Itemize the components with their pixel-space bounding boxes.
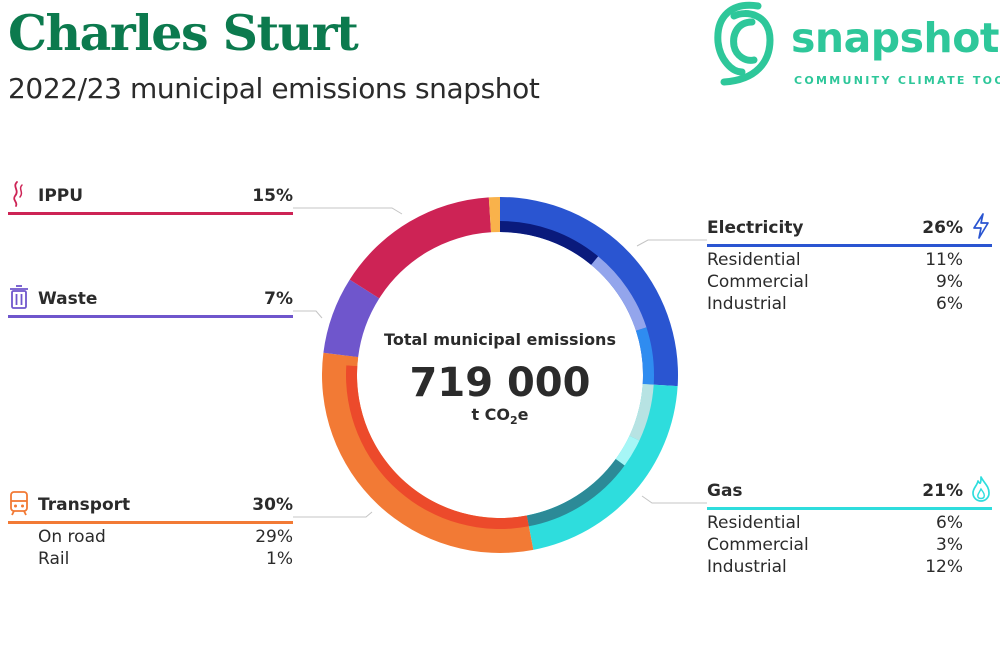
slice-other [488,197,500,233]
bin-icon [10,285,28,309]
sector-name: IPPU [38,186,84,206]
center-total-unit: t CO2e [471,405,528,427]
page-title: Charles Sturt [8,4,359,62]
center-title: Total municipal emissions [384,330,616,349]
unit-suffix: e [518,405,529,424]
sub-slice-gas-industrial [526,459,625,527]
sub-slice-gas-commercial [615,435,640,466]
gas-sub-row: Industrial 12% [707,554,992,577]
snapshot-logo-tagline: COMMUNITY CLIMATE TOOL [794,74,1000,87]
electricity-sub-row: Residential 11% [707,247,992,270]
sector-percent: 26% [922,218,963,238]
leader-line [293,511,373,518]
sector-underline [8,521,293,524]
sector-percent: 30% [252,495,293,515]
snapshot-logo[interactable]: snapshot COMMUNITY CLIMATE TOOL [712,0,1000,92]
sub-slice-electricity-industrial [636,327,654,385]
gas-sub-row: Commercial 3% [707,532,992,555]
transport-sub-row: Rail 1% [8,546,293,569]
electricity-sub-row: Commercial 9% [707,269,992,292]
sub-percent: 3% [936,535,963,555]
sector-underline [707,507,992,510]
unit-subscript: 2 [510,414,518,427]
smoke-icon [13,181,23,207]
sector-percent: 15% [252,186,293,206]
sub-percent: 12% [925,557,963,577]
snapshot-logo-mark-icon [714,1,774,86]
leader-line [636,239,707,247]
sub-percent: 11% [925,250,963,270]
gas-sub-row: Residential 6% [707,510,992,533]
slice-waste [323,279,380,358]
sector-waste: Waste 7% [8,285,293,318]
sub-percent: 29% [255,527,293,547]
sub-percent: 1% [266,549,293,569]
sector-percent: 7% [264,289,293,309]
slice-transport [322,352,534,553]
inner-ring [346,221,654,529]
train-icon [10,491,28,516]
sub-name: Residential [707,513,801,533]
sub-percent: 9% [936,272,963,292]
sector-name: Electricity [707,218,804,238]
sub-name: On road [38,527,106,547]
snapshot-logo-word: snapshot [791,14,999,62]
sector-percent: 21% [922,481,963,501]
sector-name: Gas [707,481,743,501]
leader-line [293,310,323,319]
sector-underline [8,315,293,318]
sub-name: Commercial [707,272,809,292]
sub-name: Industrial [707,294,787,314]
electricity-sub-row: Industrial 6% [707,291,992,314]
sub-name: Residential [707,250,801,270]
sector-underline [8,212,293,215]
leader-line [641,495,707,504]
sector-transport: Transport 30% On road 29% Rail 1% [8,491,293,569]
sector-electricity: Electricity 26% Residential 11% Commerci… [707,213,992,314]
lightning-icon [973,213,989,239]
slice-ippu [349,197,492,299]
sub-slice-electricity-residential [500,221,599,265]
slice-electricity [500,197,678,387]
sub-name: Commercial [707,535,809,555]
sector-name: Waste [38,289,98,309]
slice-gas [526,383,678,550]
unit-prefix: t CO [471,405,510,424]
sector-underline [707,244,992,247]
transport-sub-row: On road 29% [8,524,293,547]
sector-ippu: IPPU 15% [8,181,293,215]
page-subtitle: 2022/23 municipal emissions snapshot [8,72,540,105]
sub-name: Industrial [707,557,787,577]
flame-icon [972,476,990,502]
sub-percent: 6% [936,513,963,533]
sub-slice-gas-residential [629,383,654,441]
sector-gas: Gas 21% Residential 6% Commercial 3% Ind… [707,476,992,577]
sector-name: Transport [38,495,131,515]
sub-percent: 6% [936,294,963,314]
sub-name: Rail [38,549,70,569]
chart-leader-lines [293,207,707,518]
center-total-value: 719 000 [410,360,591,406]
sub-slice-transport-rail [346,355,359,367]
leader-line [293,207,403,215]
sub-slice-electricity-commercial [591,256,647,331]
